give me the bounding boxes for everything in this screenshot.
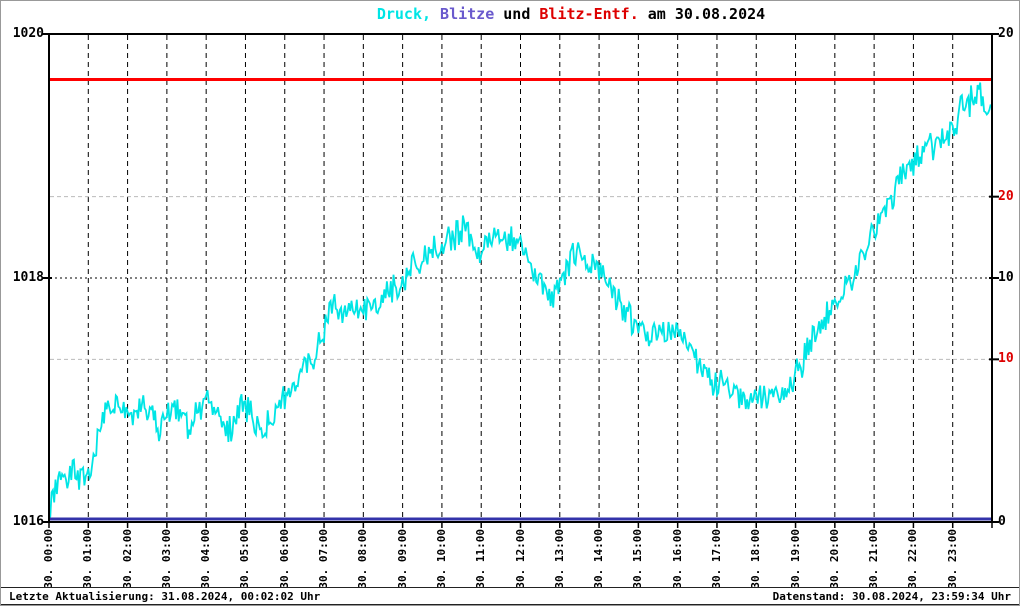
x-axis-label: 30. 12:00 [513,529,527,589]
x-axis-label: 30. 09:00 [395,529,409,589]
x-axis-label: 30. 16:00 [670,529,684,589]
x-axis-label: 30. 07:00 [317,529,331,589]
x-axis-label: 30. 10:00 [434,529,448,589]
status-data-state: Datenstand: 30.08.2024, 23:59:34 Uhr [772,589,1011,603]
y-axis-right-black-label: 20 [998,26,1014,41]
x-axis-label: 30. 13:00 [552,529,566,589]
chart-title-segment: Blitze [440,5,495,23]
x-axis-label: 30. 20:00 [827,529,841,589]
x-axis-label: 30. 06:00 [277,529,291,589]
x-axis-label: 30. 01:00 [81,529,95,589]
x-axis-label: 30. 02:00 [120,529,134,589]
chart-title-segment: Blitz-Entf. [539,5,639,23]
y-axis-left-label: 1018 [12,270,44,285]
status-last-update: Letzte Aktualisierung: 31.08.2024, 00:02… [9,589,321,603]
y-axis-left-label: 1016 [12,514,44,529]
x-axis-label: 30. 14:00 [592,529,606,589]
y-axis-right-black-label: 0 [998,514,1006,529]
x-axis-label: 30. 23:00 [945,529,959,589]
plot-svg [42,33,999,528]
y-axis-right-red-label: 10 [998,351,1014,367]
chart-title-segment: und [494,5,540,23]
chart-title: Druck, Blitze und Blitz-Entf. am 30.08.2… [1,5,1019,23]
y-axis-left-label: 1020 [12,26,44,41]
y-axis-right-red-label: 20 [998,188,1014,204]
chart-title-segment: Druck, [376,5,432,23]
x-axis-label: 30. 08:00 [356,529,370,589]
x-axis-label: 30. 11:00 [474,529,488,589]
y-axis-right-black-label: 10 [998,270,1014,285]
x-axis-label: 30. 05:00 [238,529,252,589]
x-axis-label: 30. 15:00 [631,529,645,589]
x-axis-label: 30. 17:00 [709,529,723,589]
x-axis-label: 30. 00:00 [42,529,55,589]
x-axis-label: 30. 03:00 [159,529,173,589]
x-axis-label: 30. 21:00 [867,529,881,589]
x-axis-label: 30. 04:00 [199,529,213,589]
x-axis-label: 30. 18:00 [749,529,763,589]
status-bar: Letzte Aktualisierung: 31.08.2024, 00:02… [1,587,1019,605]
chart-title-segment: am 30.08.2024 [638,5,766,23]
x-axis-label: 30. 19:00 [788,529,802,589]
x-axis-label: 30. 22:00 [906,529,920,589]
druck-series-line [48,82,992,520]
